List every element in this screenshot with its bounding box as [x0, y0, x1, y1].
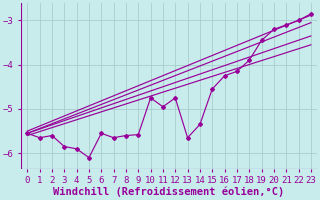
- X-axis label: Windchill (Refroidissement éolien,°C): Windchill (Refroidissement éolien,°C): [53, 187, 285, 197]
